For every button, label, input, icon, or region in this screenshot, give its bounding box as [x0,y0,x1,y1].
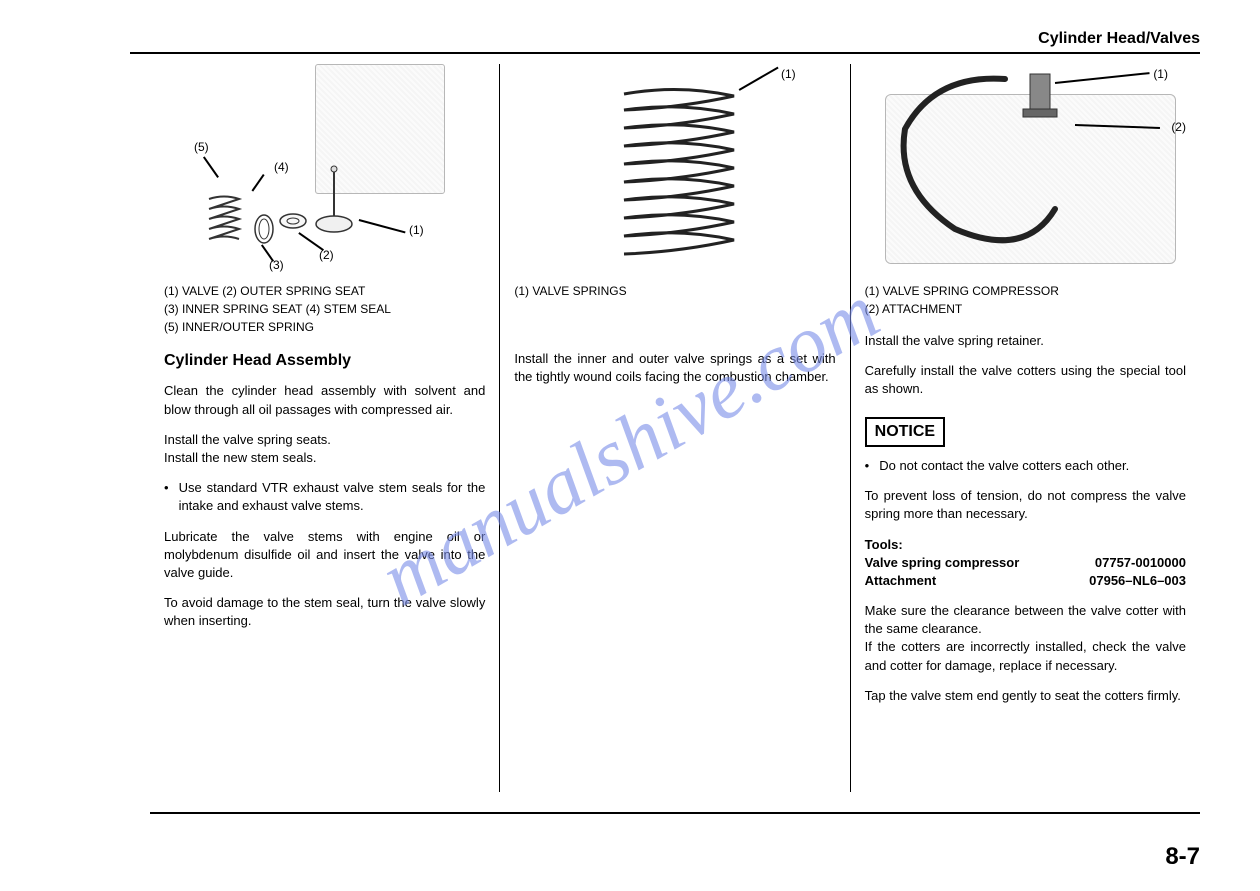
tool-row-1: Valve spring compressor 07757-0010000 [865,554,1186,572]
column-2: (1) (1) VALVE SPRINGS Install the inner … [499,64,849,792]
figure-valve-assembly: (5) (4) (1) (2) (3) [164,64,485,274]
header-title: Cylinder Head/Valves [1038,30,1200,47]
col2-p1: Install the inner and outer valve spring… [514,350,835,386]
col1-p2: Install the valve spring seats. Install … [164,431,485,467]
content-columns: (5) (4) (1) (2) (3) (1) VALVE (2) OUTER … [150,64,1200,814]
page-number: 8-7 [1165,843,1200,871]
col1-p3: Lubricate the valve stems with engine oi… [164,528,485,583]
tools-label: Tools: [865,536,1186,554]
figure-caption-1: (1) VALVE (2) OUTER SPRING SEAT (3) INNE… [164,282,485,336]
callout-1: (1) [781,66,796,83]
col3-p6: Tap the valve stem end gently to seat th… [865,687,1186,705]
callout-1: (1) [1153,66,1168,83]
col1-p1: Clean the cylinder head assembly with so… [164,382,485,418]
section-title: Cylinder Head Assembly [164,350,485,372]
col1-bullet: Use standard VTR exhaust valve stem seal… [164,479,485,515]
col3-p3: To prevent loss of tension, do not compr… [865,487,1186,523]
callout-2: (2) [1171,119,1186,136]
tools-block: Tools: Valve spring compressor 07757-001… [865,536,1186,591]
col3-p5: If the cotters are incorrectly installed… [865,638,1186,674]
page-header: Cylinder Head/Valves [130,30,1200,54]
notice-box: NOTICE [865,417,945,447]
column-3: (1) (2) (1) VALVE SPRING COMPRESSOR (2) … [850,64,1200,792]
figure-caption-2: (1) VALVE SPRINGS [514,282,835,300]
figure-caption-3: (1) VALVE SPRING COMPRESSOR (2) ATTACHME… [865,282,1186,318]
column-1: (5) (4) (1) (2) (3) (1) VALVE (2) OUTER … [150,64,499,792]
figure-valve-springs: (1) [514,64,835,274]
figure-compressor: (1) (2) [865,64,1186,274]
callout-4: (4) [274,159,289,176]
callout-5: (5) [194,139,209,156]
callout-1: (1) [409,222,424,239]
col3-bullet: Do not contact the valve cotters each ot… [865,457,1186,475]
col3-p1: Install the valve spring retainer. [865,332,1186,350]
col1-p4: To avoid damage to the stem seal, turn t… [164,594,485,630]
col3-p2: Carefully install the valve cotters usin… [865,362,1186,398]
tool-row-2: Attachment 07956–NL6–003 [865,572,1186,590]
col3-p4: Make sure the clearance between the valv… [865,602,1186,638]
